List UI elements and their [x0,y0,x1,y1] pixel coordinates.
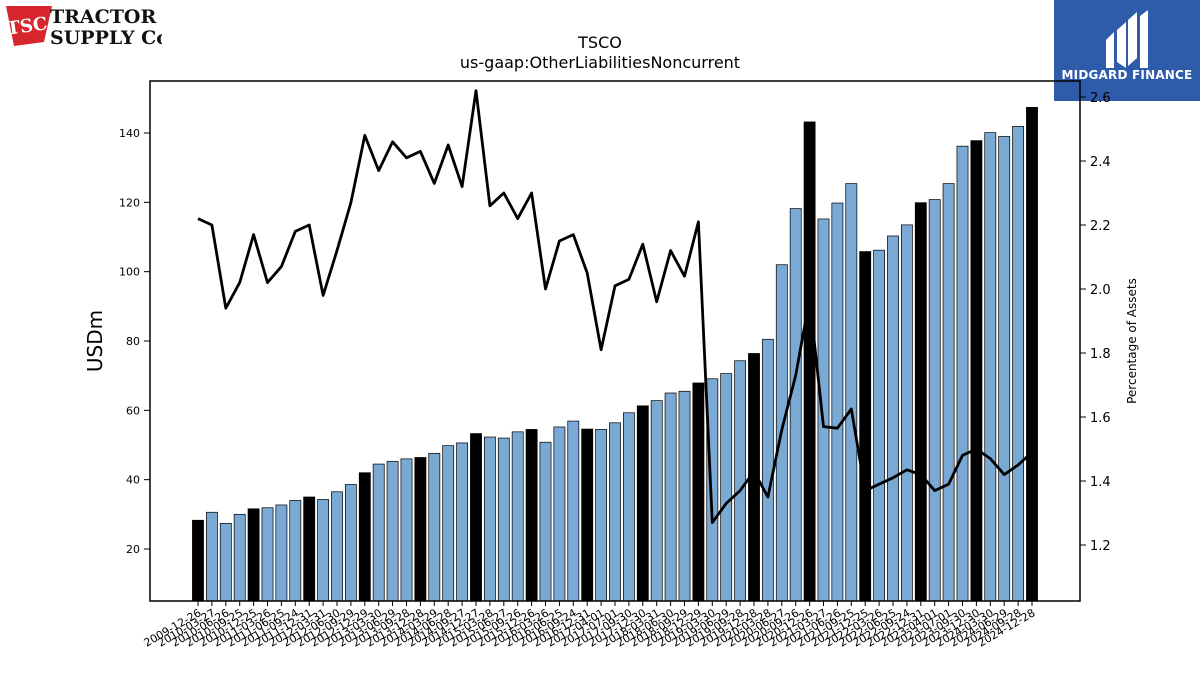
bar-2017-07-01 [609,422,621,602]
bar-2020-09-26 [789,208,802,602]
bar-2023-09-30 [956,145,969,602]
bar-2017-04-01 [595,429,608,602]
bar-2018-06-30 [664,392,677,602]
bar-2018-09-29 [678,390,691,602]
y2-tick-label: 1.4 [1090,475,1111,490]
bar-2016-03-26 [539,441,552,602]
bar-2022-09-24 [900,224,913,602]
bar-2016-12-31 [581,428,594,602]
bar-2012-12-29 [358,472,371,602]
chart-subtitle: us-gaap:OtherLiabilitiesNoncurrent [459,53,741,72]
bar-2013-09-28 [400,458,413,602]
bar-2024-12-28 [1026,106,1038,602]
y-tick-label: 140 [119,127,140,140]
bar-2015-09-26 [511,431,524,602]
bar-2010-06-26 [219,522,232,602]
bar-2015-12-26 [525,429,538,602]
bar-2012-03-31 [317,499,330,602]
bar-2015-06-27 [497,437,510,602]
bar-2014-03-29 [428,452,441,602]
bar-2017-09-30 [622,412,635,602]
y2-tick-label: 1.6 [1090,411,1111,426]
bar-2022-12-31 [914,202,927,602]
bar-2013-03-30 [372,463,385,602]
y2-tick-label: 2.2 [1090,219,1111,234]
bar-2021-06-26 [831,202,844,602]
y-axis-label: USDm [83,310,107,372]
bar-2010-09-25 [233,513,246,602]
bar-2010-03-27 [205,511,218,602]
line-series [197,89,1033,524]
bar-2011-12-31 [303,496,316,602]
bar-2022-03-26 [873,249,886,602]
bar-2022-06-25 [887,235,899,602]
bar-2019-09-28 [734,360,747,602]
bar-series [192,106,1038,602]
bar-2017-12-30 [636,405,649,602]
tsc-logo-line2: SUPPLY Co [50,27,162,48]
bar-2020-12-26 [803,121,816,602]
tractor-supply-logo: TSC TRACTOR SUPPLY Co [5,4,169,49]
tsc-logo-badge [6,6,52,46]
bar-2013-06-29 [386,460,399,602]
bar-2021-09-25 [845,183,858,602]
bar-2012-06-30 [331,491,343,602]
y-tick-label: 60 [126,404,140,417]
bar-2024-09-28 [1012,126,1025,602]
midgard-finance-logo: MIDGARD FINANCE [1054,0,1200,101]
y2-tick-label: 1.8 [1090,347,1111,362]
bar-2010-12-25 [247,508,260,602]
bar-2021-03-27 [817,218,830,602]
bar-2013-12-28 [414,457,427,602]
bar-2021-12-25 [859,251,872,602]
bar-2023-07-01 [942,183,955,602]
y2-tick-label: 2.6 [1090,91,1111,106]
y2-tick-label: 1.2 [1090,539,1111,554]
bar-2018-03-31 [650,400,663,602]
y-tick-label: 20 [126,543,140,556]
bar-2024-06-29 [998,136,1011,602]
midgard-m-icon [1106,10,1148,68]
bar-2009-12-26 [192,519,204,602]
bar-2014-06-28 [442,445,455,602]
bar-2011-06-25 [275,504,288,602]
y-tick-label: 120 [119,196,140,209]
bar-2018-12-29 [692,382,705,602]
bar-2011-09-24 [289,500,302,602]
y-axis-left: 20 40 60 80 100 120 140 [119,127,150,556]
bar-2019-06-29 [720,373,733,602]
y-tick-label: 40 [126,474,140,487]
bar-2016-09-24 [567,420,580,602]
y2-tick-label: 2.0 [1090,283,1111,298]
x-axis: 2009-12-262010-03-272010-06-262010-09-25… [142,601,1038,650]
y-axis-right: 1.2 1.4 1.6 1.8 2.0 2.2 2.4 2.6 [1080,91,1111,554]
tsc-logo-line1: TRACTOR [50,6,156,28]
chart-title: TSCO [578,33,622,52]
bar-2014-09-27 [456,442,469,602]
bar-2016-06-25 [553,426,566,602]
y2-tick-label: 2.4 [1090,155,1111,170]
midgard-logo-text: MIDGARD FINANCE [1061,68,1193,82]
bar-2014-12-27 [470,433,482,602]
y-tick-label: 80 [126,335,140,348]
bar-2015-03-28 [483,436,496,602]
y-tick-label: 100 [119,266,140,279]
bar-2020-03-28 [761,338,774,602]
bar-2023-12-30 [970,140,983,602]
bar-2011-03-26 [261,507,274,602]
y2-axis-label: Percentage of Assets [1125,278,1139,404]
bar-2024-03-30 [984,132,997,602]
bar-2012-09-29 [344,484,357,602]
bar-2023-04-01 [928,199,941,602]
